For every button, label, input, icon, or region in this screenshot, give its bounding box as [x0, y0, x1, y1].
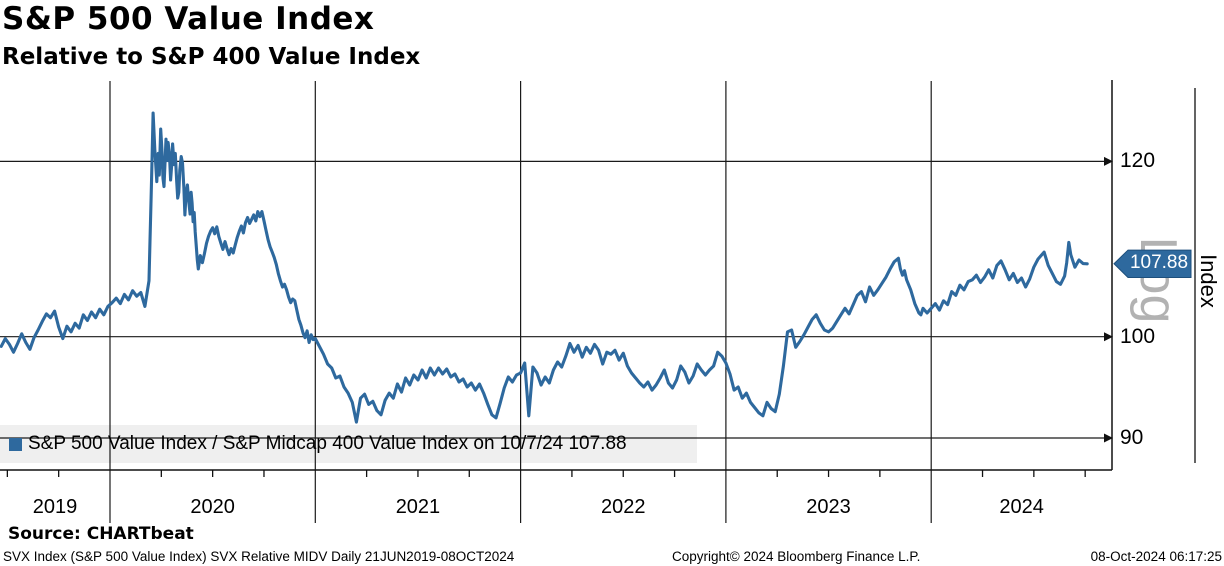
price-line: [0, 111, 1089, 424]
last-value-badge-shape: [1113, 249, 1192, 278]
x-axis-year-label: 2021: [395, 496, 441, 518]
legend: S&P 500 Value Index / S&P Midcap 400 Val…: [0, 425, 697, 463]
legend-marker-icon: [9, 437, 22, 451]
y-tick-label: 100: [1120, 324, 1156, 348]
y-tick-label: 120: [1120, 149, 1156, 173]
legend-label: S&P 500 Value Index / S&P Midcap 400 Val…: [28, 433, 627, 454]
footer-copyright: Copyright© 2024 Bloomberg Finance L.P.: [672, 549, 921, 564]
y-tick-label: 90: [1120, 426, 1144, 449]
footer-security-info: SVX Index (S&P 500 Value Index) SVX Rela…: [3, 549, 515, 564]
x-axis-year-label: 2024: [999, 496, 1044, 518]
legend-background: [0, 425, 697, 463]
x-axis-year-label: 2019: [32, 496, 78, 518]
y-axis-title: Index: [1196, 254, 1221, 308]
y-tick-arrow-icon: [1104, 156, 1113, 166]
last-price-badge: 107.88: [1129, 252, 1189, 274]
y-tick-arrow-icon: [1104, 332, 1113, 342]
page-subtitle: Relative to S&P 400 Value Index: [2, 44, 421, 70]
x-axis-year-label: 2023: [806, 496, 851, 518]
x-axis-year-label: 2020: [190, 496, 235, 518]
x-axis-year-label: 2022: [601, 496, 646, 518]
y-tick-arrow-icon: [1104, 433, 1113, 443]
page-title: S&P 500 Value Index: [2, 1, 375, 37]
source-line: Source: CHARTbeat: [8, 524, 194, 544]
footer-timestamp: 08-Oct-2024 06:17:25: [1090, 549, 1222, 564]
